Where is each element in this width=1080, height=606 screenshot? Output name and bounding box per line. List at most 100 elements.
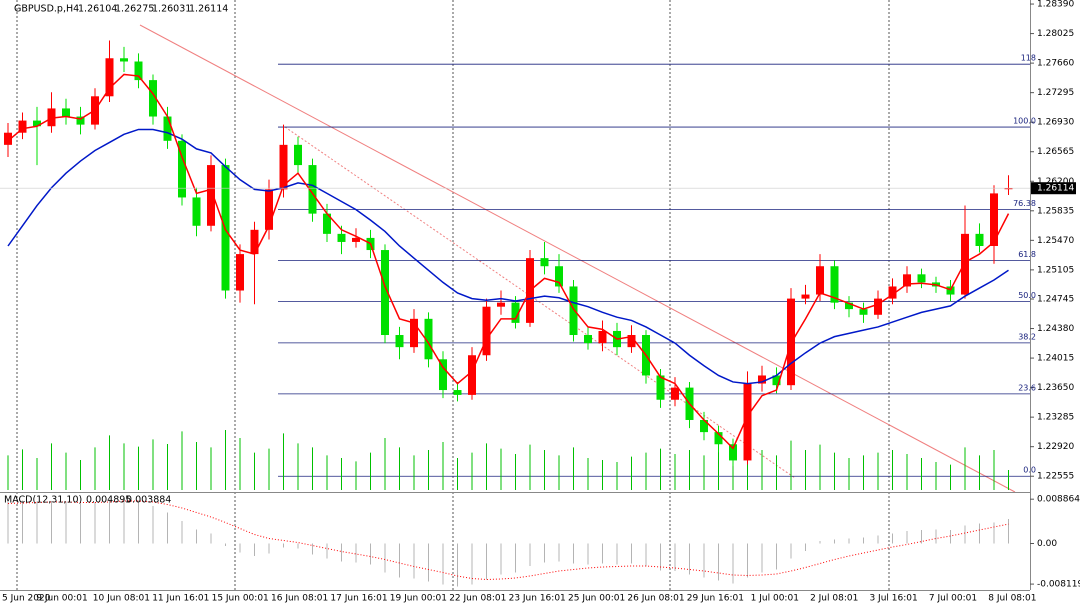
fib-label: 0.0 xyxy=(1023,466,1036,475)
candle-body xyxy=(76,116,85,125)
candle-body xyxy=(584,335,592,344)
candle-body xyxy=(279,144,288,190)
y-tick-label: 1.26565 xyxy=(1037,147,1074,157)
candle-body xyxy=(47,108,56,127)
candle-body xyxy=(772,375,781,386)
candle-body xyxy=(105,58,114,97)
candle-body xyxy=(540,258,549,267)
candle-body xyxy=(424,318,433,360)
y-tick-label: 1.24015 xyxy=(1037,354,1074,364)
x-tick-label: 26 Jun 08:01 xyxy=(627,594,684,604)
macd-value: 0.004895 xyxy=(86,495,131,506)
candle-body xyxy=(395,335,404,348)
y-tick-label: 1.26930 xyxy=(1037,118,1074,128)
x-tick-label: 25 Jun 00:01 xyxy=(568,594,625,604)
candle-body xyxy=(308,165,317,214)
candle-body xyxy=(975,233,984,246)
close-value: 1.26114 xyxy=(189,4,228,15)
candle-body xyxy=(874,298,882,315)
open-value: 1.26104 xyxy=(78,4,117,15)
fib-label: 23.6 xyxy=(1018,383,1036,392)
candle-body xyxy=(801,294,810,299)
candle-body xyxy=(250,229,259,255)
candle-body xyxy=(323,213,331,234)
candle-body xyxy=(714,432,723,445)
fib-label: 76.38 xyxy=(1013,199,1036,208)
x-tick-label: 9 Jun 00:01 xyxy=(36,594,87,604)
candle-body xyxy=(990,193,998,246)
y-tick-label: 1.27660 xyxy=(1037,59,1074,69)
x-tick-label: 7 Jul 00:01 xyxy=(929,594,977,604)
fib-label: 50.0 xyxy=(1018,291,1036,300)
y-tick-label: 1.25105 xyxy=(1037,265,1074,275)
candle-body xyxy=(134,61,143,81)
x-tick-label: 17 Jun 16:01 xyxy=(330,594,387,604)
y-tick-label: 1.28390 xyxy=(1037,0,1074,10)
candle-body xyxy=(569,286,578,336)
candle-body xyxy=(816,266,824,295)
candle-body xyxy=(598,330,607,344)
y-tick-label: 1.26200 xyxy=(1037,177,1074,187)
candle-body xyxy=(758,375,766,384)
candle-body xyxy=(1004,188,1013,190)
candle-body xyxy=(410,318,418,348)
candle-body xyxy=(381,250,389,336)
candle-body xyxy=(352,237,360,242)
x-tick-label: 11 Jun 16:01 xyxy=(152,594,209,604)
candle-body xyxy=(178,140,186,198)
candle-body xyxy=(627,335,636,348)
candle-body xyxy=(149,80,157,117)
symbol: GBPUSD.p,H4 xyxy=(14,4,79,15)
candle-body xyxy=(917,274,926,283)
candle-body xyxy=(439,359,447,391)
x-tick-label: 10 Jun 08:01 xyxy=(93,594,150,604)
candle-body xyxy=(192,197,201,226)
candle-body xyxy=(961,233,969,295)
candle-body xyxy=(18,120,27,133)
y-tick-label: 1.24380 xyxy=(1037,324,1074,334)
x-tick-label: 15 Jun 00:01 xyxy=(212,594,269,604)
low-value: 1.26031 xyxy=(152,4,191,15)
x-tick-label: 8 Jul 08:01 xyxy=(988,594,1036,604)
candle-body xyxy=(700,419,708,433)
candle-body xyxy=(729,444,737,461)
fib-label: 100.0 xyxy=(1013,117,1036,126)
candle-body xyxy=(845,302,853,310)
candle-body xyxy=(265,189,273,230)
candle-body xyxy=(337,233,346,242)
macd-tick-label: 0.00 xyxy=(1037,539,1057,549)
x-tick-label: 3 Jul 16:01 xyxy=(869,594,917,604)
x-tick-label: 23 Jun 16:01 xyxy=(509,594,566,604)
candle-body xyxy=(453,390,462,395)
candle-body xyxy=(294,144,302,166)
y-tick-label: 1.25835 xyxy=(1037,206,1074,216)
y-tick-label: 1.24745 xyxy=(1037,295,1074,305)
fib-label: 61.8 xyxy=(1018,250,1036,259)
candle-body xyxy=(62,108,70,117)
candle-body xyxy=(511,302,520,323)
trend-line xyxy=(139,24,1016,493)
price-box xyxy=(1031,182,1076,195)
candle-body xyxy=(946,286,955,295)
price-label: 1.26114 xyxy=(1037,184,1074,194)
x-tick-label: 1 Jul 00:01 xyxy=(751,594,799,604)
x-tick-label: 22 Jun 08:01 xyxy=(449,594,506,604)
candle-body xyxy=(482,306,491,356)
y-tick-label: 1.23650 xyxy=(1037,383,1074,393)
fib-label: 118 xyxy=(1021,54,1036,63)
x-tick-label: 19 Jun 00:01 xyxy=(390,594,447,604)
x-tick-label: 16 Jun 08:01 xyxy=(271,594,328,604)
candle-body xyxy=(743,383,752,461)
candle-body xyxy=(656,375,665,400)
y-tick-label: 1.27295 xyxy=(1037,88,1074,98)
x-tick-label: 29 Jun 16:01 xyxy=(687,594,744,604)
candle-body xyxy=(120,58,128,62)
high-value: 1.26275 xyxy=(115,4,154,15)
x-tick-label: 5 Jun 2020 xyxy=(2,594,51,604)
ma-fast xyxy=(7,73,1010,450)
y-tick-label: 1.28025 xyxy=(1037,29,1074,39)
y-tick-label: 1.22920 xyxy=(1037,442,1074,452)
y-tick-label: 1.25470 xyxy=(1037,236,1074,246)
candle-body xyxy=(468,355,476,395)
